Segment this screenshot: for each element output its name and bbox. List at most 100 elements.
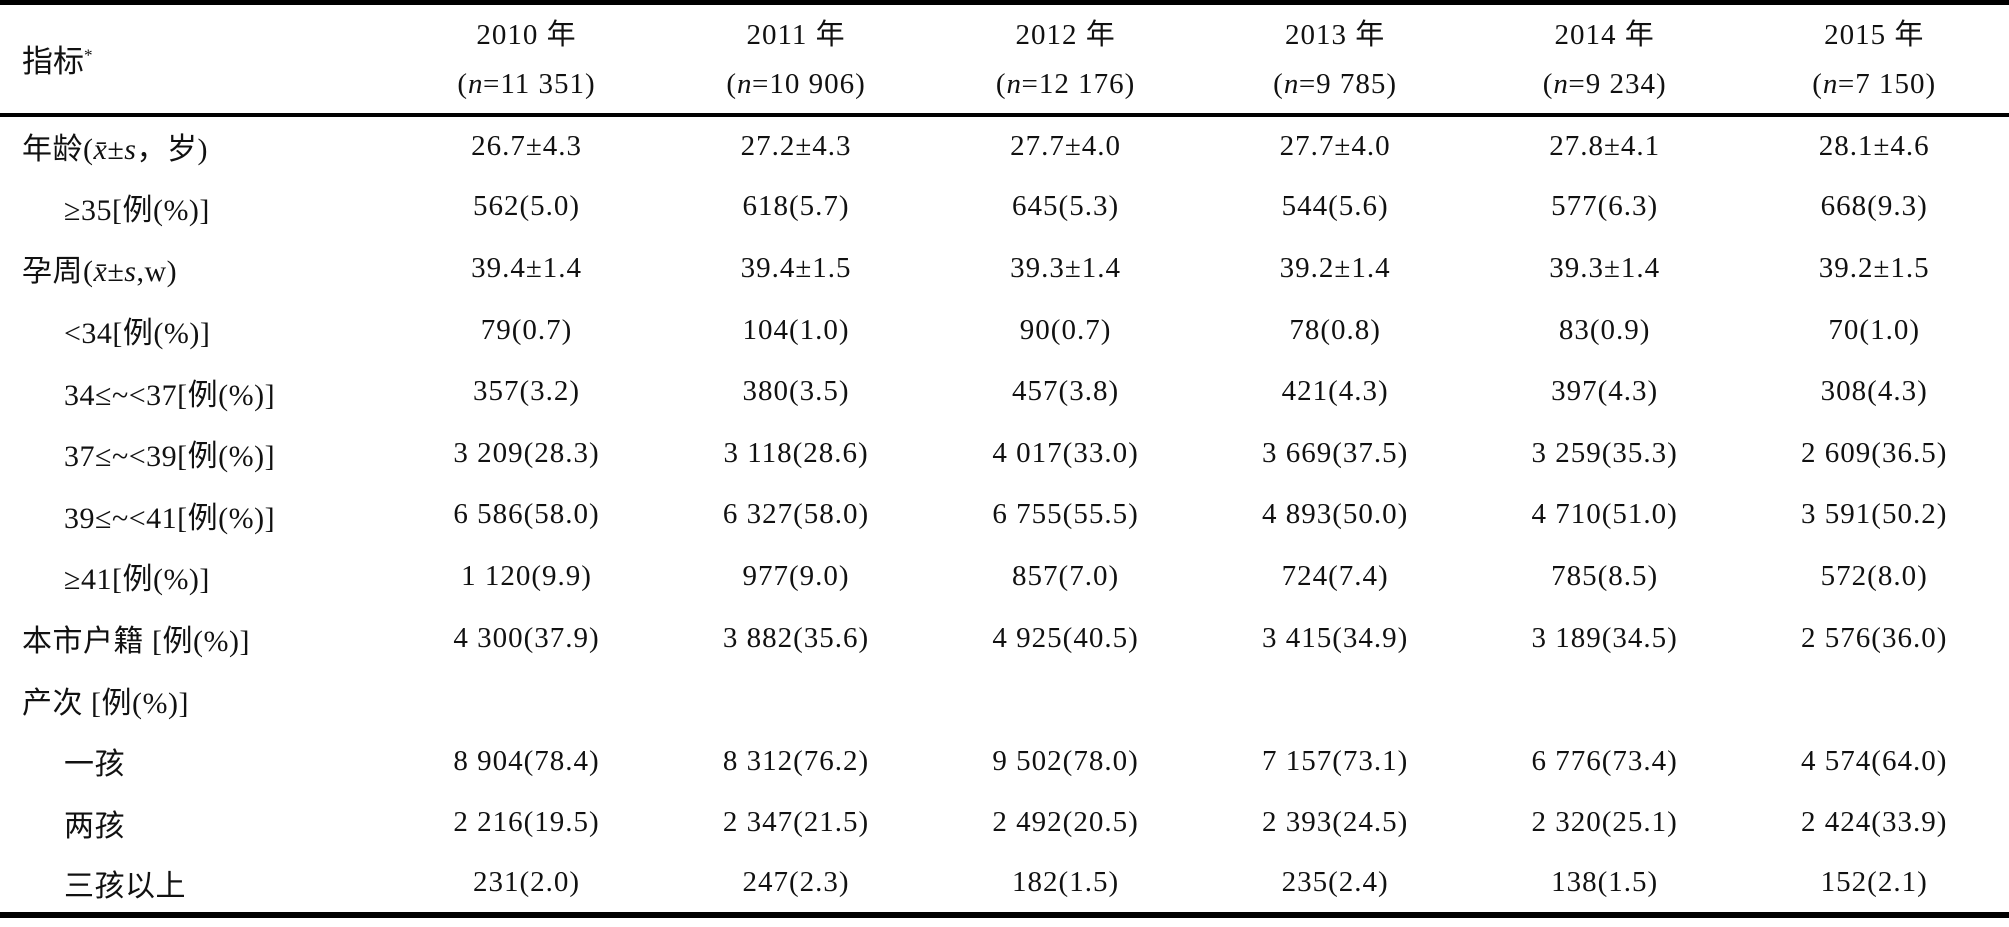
data-cell: 2 609(36.5) (1801, 436, 1948, 469)
data-cell: 90(0.7) (1019, 313, 1112, 346)
sample-size-label: (n=11 351) (457, 67, 596, 100)
data-cell: 618(5.7) (742, 190, 850, 223)
data-cell: 3 189(34.5) (1531, 621, 1678, 654)
row-label: 34≤~<37[例(%)] (64, 378, 276, 412)
data-cell: 2 492(20.5) (992, 806, 1139, 839)
data-cell: 3 669(37.5) (1261, 436, 1409, 469)
data-cell: 4 925(40.5) (992, 621, 1139, 654)
year-column-header: 2011 年 (n=10 906) (661, 3, 931, 115)
data-cell: 39.3±1.4 (1010, 251, 1122, 284)
year-column-header: 2013 年 (n=9 785) (1200, 3, 1470, 115)
year-label: 2012 年 (1015, 18, 1116, 51)
data-cell: 247(2.3) (742, 866, 850, 899)
row-label: 一孩 (64, 748, 125, 782)
data-cell: 39.2±1.4 (1279, 251, 1391, 284)
table-row: 两孩 2 216(19.5) 2 347(21.5) 2 492(20.5) 2 393… (0, 792, 2009, 854)
data-cell (1739, 669, 2009, 731)
data-cell: 39.3±1.4 (1549, 251, 1661, 284)
data-cell: 28.1±4.6 (1818, 129, 1930, 162)
data-cell: 3 415(34.9) (1261, 621, 1409, 654)
data-cell: 4 893(50.0) (1261, 498, 1409, 531)
data-cell: 39.4±1.5 (740, 251, 852, 284)
data-cell: 27.7±4.0 (1279, 129, 1391, 162)
data-cell: 27.2±4.3 (740, 129, 852, 162)
table-row: ≥41[例(%)] 1 120(9.9) 977(9.0) 857(7.0) 724(7… (0, 546, 2009, 608)
data-cell: 308(4.3) (1820, 375, 1928, 408)
data-cell: 104(1.0) (742, 313, 850, 346)
row-label: <34[例(%)] (64, 317, 211, 351)
year-column-header: 2015 年 (n=7 150) (1739, 3, 2009, 115)
row-label: 年龄(x̄±s，岁) (22, 133, 208, 167)
data-cell: 152(2.1) (1820, 866, 1928, 899)
sample-size-label: (n=9 234) (1542, 67, 1667, 100)
row-label: ≥35[例(%)] (64, 193, 210, 227)
header-row: 指标* 2010 年 (n=11 351) 2011 年 (n=10 906) 2012… (0, 3, 2009, 115)
data-cell: 6 586(58.0) (453, 498, 600, 531)
data-cell: 6 755(55.5) (992, 498, 1139, 531)
table-row: <34[例(%)] 79(0.7) 104(1.0) 90(0.7) 78(0.8) 83… (0, 299, 2009, 361)
data-cell: 39.2±1.5 (1818, 251, 1930, 284)
table-row: 34≤~<37[例(%)] 357(3.2) 380(3.5) 457(3.8) 421… (0, 361, 2009, 423)
data-cell: 8 904(78.4) (453, 744, 600, 777)
data-cell: 39.4±1.4 (471, 251, 582, 284)
data-cell: 397(4.3) (1551, 375, 1659, 408)
data-cell: 380(3.5) (742, 375, 850, 408)
data-cell: 6 776(73.4) (1531, 744, 1678, 777)
data-cell: 26.7±4.3 (471, 129, 582, 162)
data-cell (931, 669, 1201, 731)
sample-size-label: (n=12 176) (995, 67, 1136, 100)
table-header: 指标* 2010 年 (n=11 351) 2011 年 (n=10 906) 2012… (0, 3, 2009, 115)
data-cell: 977(9.0) (742, 559, 850, 592)
table-row: ≥35[例(%)] 562(5.0) 618(5.7) 645(5.3) 544(5.6… (0, 176, 2009, 238)
data-cell: 2 393(24.5) (1261, 806, 1409, 839)
year-label: 2014 年 (1554, 18, 1655, 51)
data-cell: 357(3.2) (472, 375, 581, 408)
table-row: 37≤~<39[例(%)] 3 209(28.3) 3 118(28.6) 4 017… (0, 422, 2009, 484)
data-cell: 421(4.3) (1281, 375, 1389, 408)
row-label: 本市户籍 [例(%)] (22, 625, 250, 659)
data-cell: 2 576(36.0) (1801, 621, 1948, 654)
data-cell: 1 120(9.9) (461, 559, 592, 592)
data-cell: 562(5.0) (472, 190, 581, 223)
data-cell: 457(3.8) (1012, 375, 1120, 408)
data-cell: 3 209(28.3) (453, 436, 600, 469)
data-cell: 668(9.3) (1820, 190, 1928, 223)
table-row: 三孩以上 231(2.0) 247(2.3) 182(1.5) 235(2.4) 138(… (0, 854, 2009, 916)
data-cell: 6 327(58.0) (722, 498, 870, 531)
year-label: 2013 年 (1284, 18, 1386, 51)
row-label: 三孩以上 (64, 869, 186, 903)
data-cell (661, 669, 931, 731)
data-cell: 3 882(35.6) (722, 621, 870, 654)
data-cell: 27.8±4.1 (1549, 129, 1661, 162)
table-row: 年龄(x̄±s，岁) 26.7±4.3 27.2±4.3 27.7±4.0 27.7±4… (0, 115, 2009, 177)
data-cell: 2 216(19.5) (453, 806, 600, 839)
indicator-column-header: 指标* (22, 44, 93, 80)
data-cell (392, 669, 662, 731)
year-column-header: 2014 年 (n=9 234) (1470, 3, 1740, 115)
data-cell: 2 320(25.1) (1531, 806, 1678, 839)
data-cell: 2 347(21.5) (722, 806, 870, 839)
sample-size-label: (n=7 150) (1812, 67, 1937, 100)
year-label: 2011 年 (746, 18, 846, 51)
data-cell: 231(2.0) (472, 866, 581, 899)
data-cell: 182(1.5) (1012, 866, 1120, 899)
year-label: 2010 年 (476, 18, 577, 51)
row-label: 产次 [例(%)] (22, 686, 189, 720)
table-row: 产次 [例(%)] (0, 669, 2009, 731)
row-label: 37≤~<39[例(%)] (64, 440, 276, 474)
row-label: 两孩 (64, 809, 125, 843)
data-cell: 572(8.0) (1820, 559, 1928, 592)
data-cell: 27.7±4.0 (1010, 129, 1122, 162)
data-cell: 857(7.0) (1012, 559, 1120, 592)
data-cell: 235(2.4) (1281, 866, 1389, 899)
data-cell: 7 157(73.1) (1261, 744, 1409, 777)
data-cell: 785(8.5) (1551, 559, 1659, 592)
data-cell: 78(0.8) (1289, 313, 1381, 346)
data-cell: 577(6.3) (1551, 190, 1659, 223)
sample-size-label: (n=10 906) (726, 67, 866, 100)
table-row: 孕周(x̄±s,w) 39.4±1.4 39.4±1.5 39.3±1.4 39.2±1… (0, 238, 2009, 300)
year-label: 2015 年 (1824, 18, 1925, 51)
data-cell: 3 591(50.2) (1801, 498, 1948, 531)
year-column-header: 2010 年 (n=11 351) (392, 3, 662, 115)
